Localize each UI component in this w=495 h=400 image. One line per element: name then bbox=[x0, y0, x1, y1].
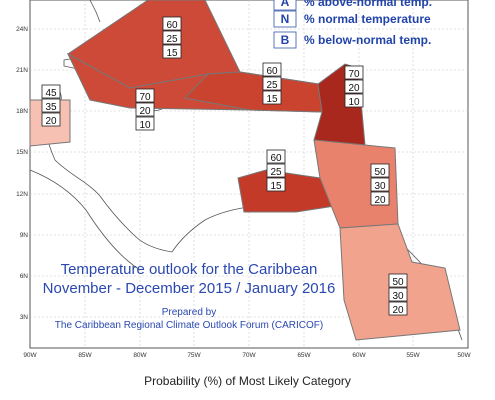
value-box bbox=[162, 16, 182, 31]
legend-key-box bbox=[273, 10, 297, 28]
graticule bbox=[30, 0, 468, 348]
value-box bbox=[262, 62, 282, 77]
below-normal-value: 20 bbox=[392, 305, 404, 316]
above-normal-value: 50 bbox=[374, 167, 386, 178]
lat-tick: 3N bbox=[20, 314, 29, 321]
value-box bbox=[344, 65, 364, 80]
lon-tick: 80W bbox=[133, 352, 147, 359]
below-normal-value: 15 bbox=[270, 181, 282, 192]
normal-value: 20 bbox=[348, 83, 360, 94]
lon-tick: 90W bbox=[23, 352, 37, 359]
legend-text-below: % below-normal temp. bbox=[304, 33, 431, 47]
below-normal-value: 15 bbox=[266, 94, 278, 105]
value-box bbox=[135, 116, 155, 131]
label-jamaica-cuba: 70 20 10 bbox=[135, 88, 155, 131]
prepared-by: Prepared by bbox=[162, 307, 216, 318]
lon-tick: 55W bbox=[406, 352, 420, 359]
label-hispaniola: 60 25 15 bbox=[262, 62, 282, 105]
value-box bbox=[262, 90, 282, 105]
legend-text-above: % above-normal temp. bbox=[304, 0, 432, 9]
value-box bbox=[135, 88, 155, 103]
normal-value: 30 bbox=[374, 181, 386, 192]
below-normal-value: 20 bbox=[45, 116, 57, 127]
value-box bbox=[41, 112, 61, 127]
region-labels: 60 25 15 45 35 20 70 20 10 60 25 15 bbox=[41, 16, 408, 316]
lon-tick: 65W bbox=[297, 352, 311, 359]
legend-key-box bbox=[273, 0, 297, 11]
label-bahamas: 60 25 15 bbox=[162, 16, 182, 59]
label-windward-islands: 50 30 20 bbox=[370, 163, 390, 206]
value-box bbox=[266, 149, 286, 164]
lon-tick: 70W bbox=[242, 352, 256, 359]
value-box bbox=[135, 102, 155, 117]
value-box bbox=[388, 273, 408, 288]
legend-key-above: A bbox=[281, 0, 290, 9]
value-box bbox=[162, 44, 182, 59]
above-normal-value: 45 bbox=[45, 88, 57, 99]
lon-tick: 50W bbox=[457, 352, 471, 359]
value-box bbox=[344, 79, 364, 94]
value-box bbox=[262, 76, 282, 91]
lat-tick: 21N bbox=[16, 67, 28, 74]
normal-value: 20 bbox=[139, 106, 151, 117]
lat-tick: 18N bbox=[16, 108, 28, 115]
normal-value: 25 bbox=[166, 34, 178, 45]
lat-tick: 15N bbox=[16, 149, 28, 156]
above-normal-value: 60 bbox=[266, 66, 278, 77]
normal-value: 25 bbox=[270, 167, 282, 178]
normal-value: 30 bbox=[392, 291, 404, 302]
value-box bbox=[266, 163, 286, 178]
title-line-1: Temperature outlook for the Caribbean bbox=[61, 261, 318, 278]
lon-tick: 60W bbox=[352, 352, 366, 359]
above-normal-value: 60 bbox=[270, 153, 282, 164]
above-normal-value: 60 bbox=[166, 20, 178, 31]
map-footer-caption: Probability (%) of Most Likely Category bbox=[144, 374, 351, 388]
value-box bbox=[41, 98, 61, 113]
label-belize: 45 35 20 bbox=[41, 84, 61, 127]
below-normal-value: 15 bbox=[166, 48, 178, 59]
above-normal-value: 50 bbox=[392, 277, 404, 288]
value-box bbox=[344, 93, 364, 108]
legend: A N B % above-normal temp. % normal temp… bbox=[273, 0, 432, 49]
legend-key-below: B bbox=[281, 33, 290, 47]
value-box bbox=[266, 177, 286, 192]
lon-tick: 75W bbox=[187, 352, 201, 359]
latitude-labels: 24N 21N 18N 15N 12N 9N 6N 3N bbox=[16, 26, 28, 321]
value-box bbox=[370, 191, 390, 206]
legend-key-box bbox=[273, 31, 297, 49]
below-normal-value: 10 bbox=[348, 97, 360, 108]
lat-tick: 9N bbox=[20, 232, 29, 239]
lat-tick: 6N bbox=[20, 273, 29, 280]
normal-value: 25 bbox=[266, 80, 278, 91]
value-box bbox=[41, 84, 61, 99]
lat-tick: 24N bbox=[16, 26, 28, 33]
forum-name: The Caribbean Regional Climate Outlook F… bbox=[55, 320, 323, 331]
title-line-2: November - December 2015 / January 2016 bbox=[43, 280, 336, 297]
label-leeward-islands: 70 20 10 bbox=[344, 65, 364, 108]
legend-text-normal: % normal temperature bbox=[304, 12, 431, 26]
florida-coast bbox=[89, 0, 101, 23]
normal-value: 35 bbox=[45, 102, 57, 113]
map-title: Temperature outlook for the Caribbean No… bbox=[43, 261, 336, 331]
value-box bbox=[388, 301, 408, 316]
below-normal-value: 10 bbox=[139, 120, 151, 131]
legend-key-normal: N bbox=[281, 12, 290, 26]
label-abc-islands: 60 25 15 bbox=[266, 149, 286, 192]
value-box bbox=[370, 177, 390, 192]
value-box bbox=[162, 30, 182, 45]
central-america-west bbox=[29, 169, 141, 271]
label-guianas: 50 30 20 bbox=[388, 273, 408, 316]
value-box bbox=[388, 287, 408, 302]
lon-tick: 85W bbox=[78, 352, 92, 359]
value-box bbox=[370, 163, 390, 178]
below-normal-value: 20 bbox=[374, 195, 386, 206]
above-normal-value: 70 bbox=[139, 92, 151, 103]
above-normal-value: 70 bbox=[348, 69, 360, 80]
longitude-labels: 90W 85W 80W 75W 70W 65W 60W 55W 50W bbox=[23, 352, 471, 359]
lat-tick: 12N bbox=[16, 191, 28, 198]
